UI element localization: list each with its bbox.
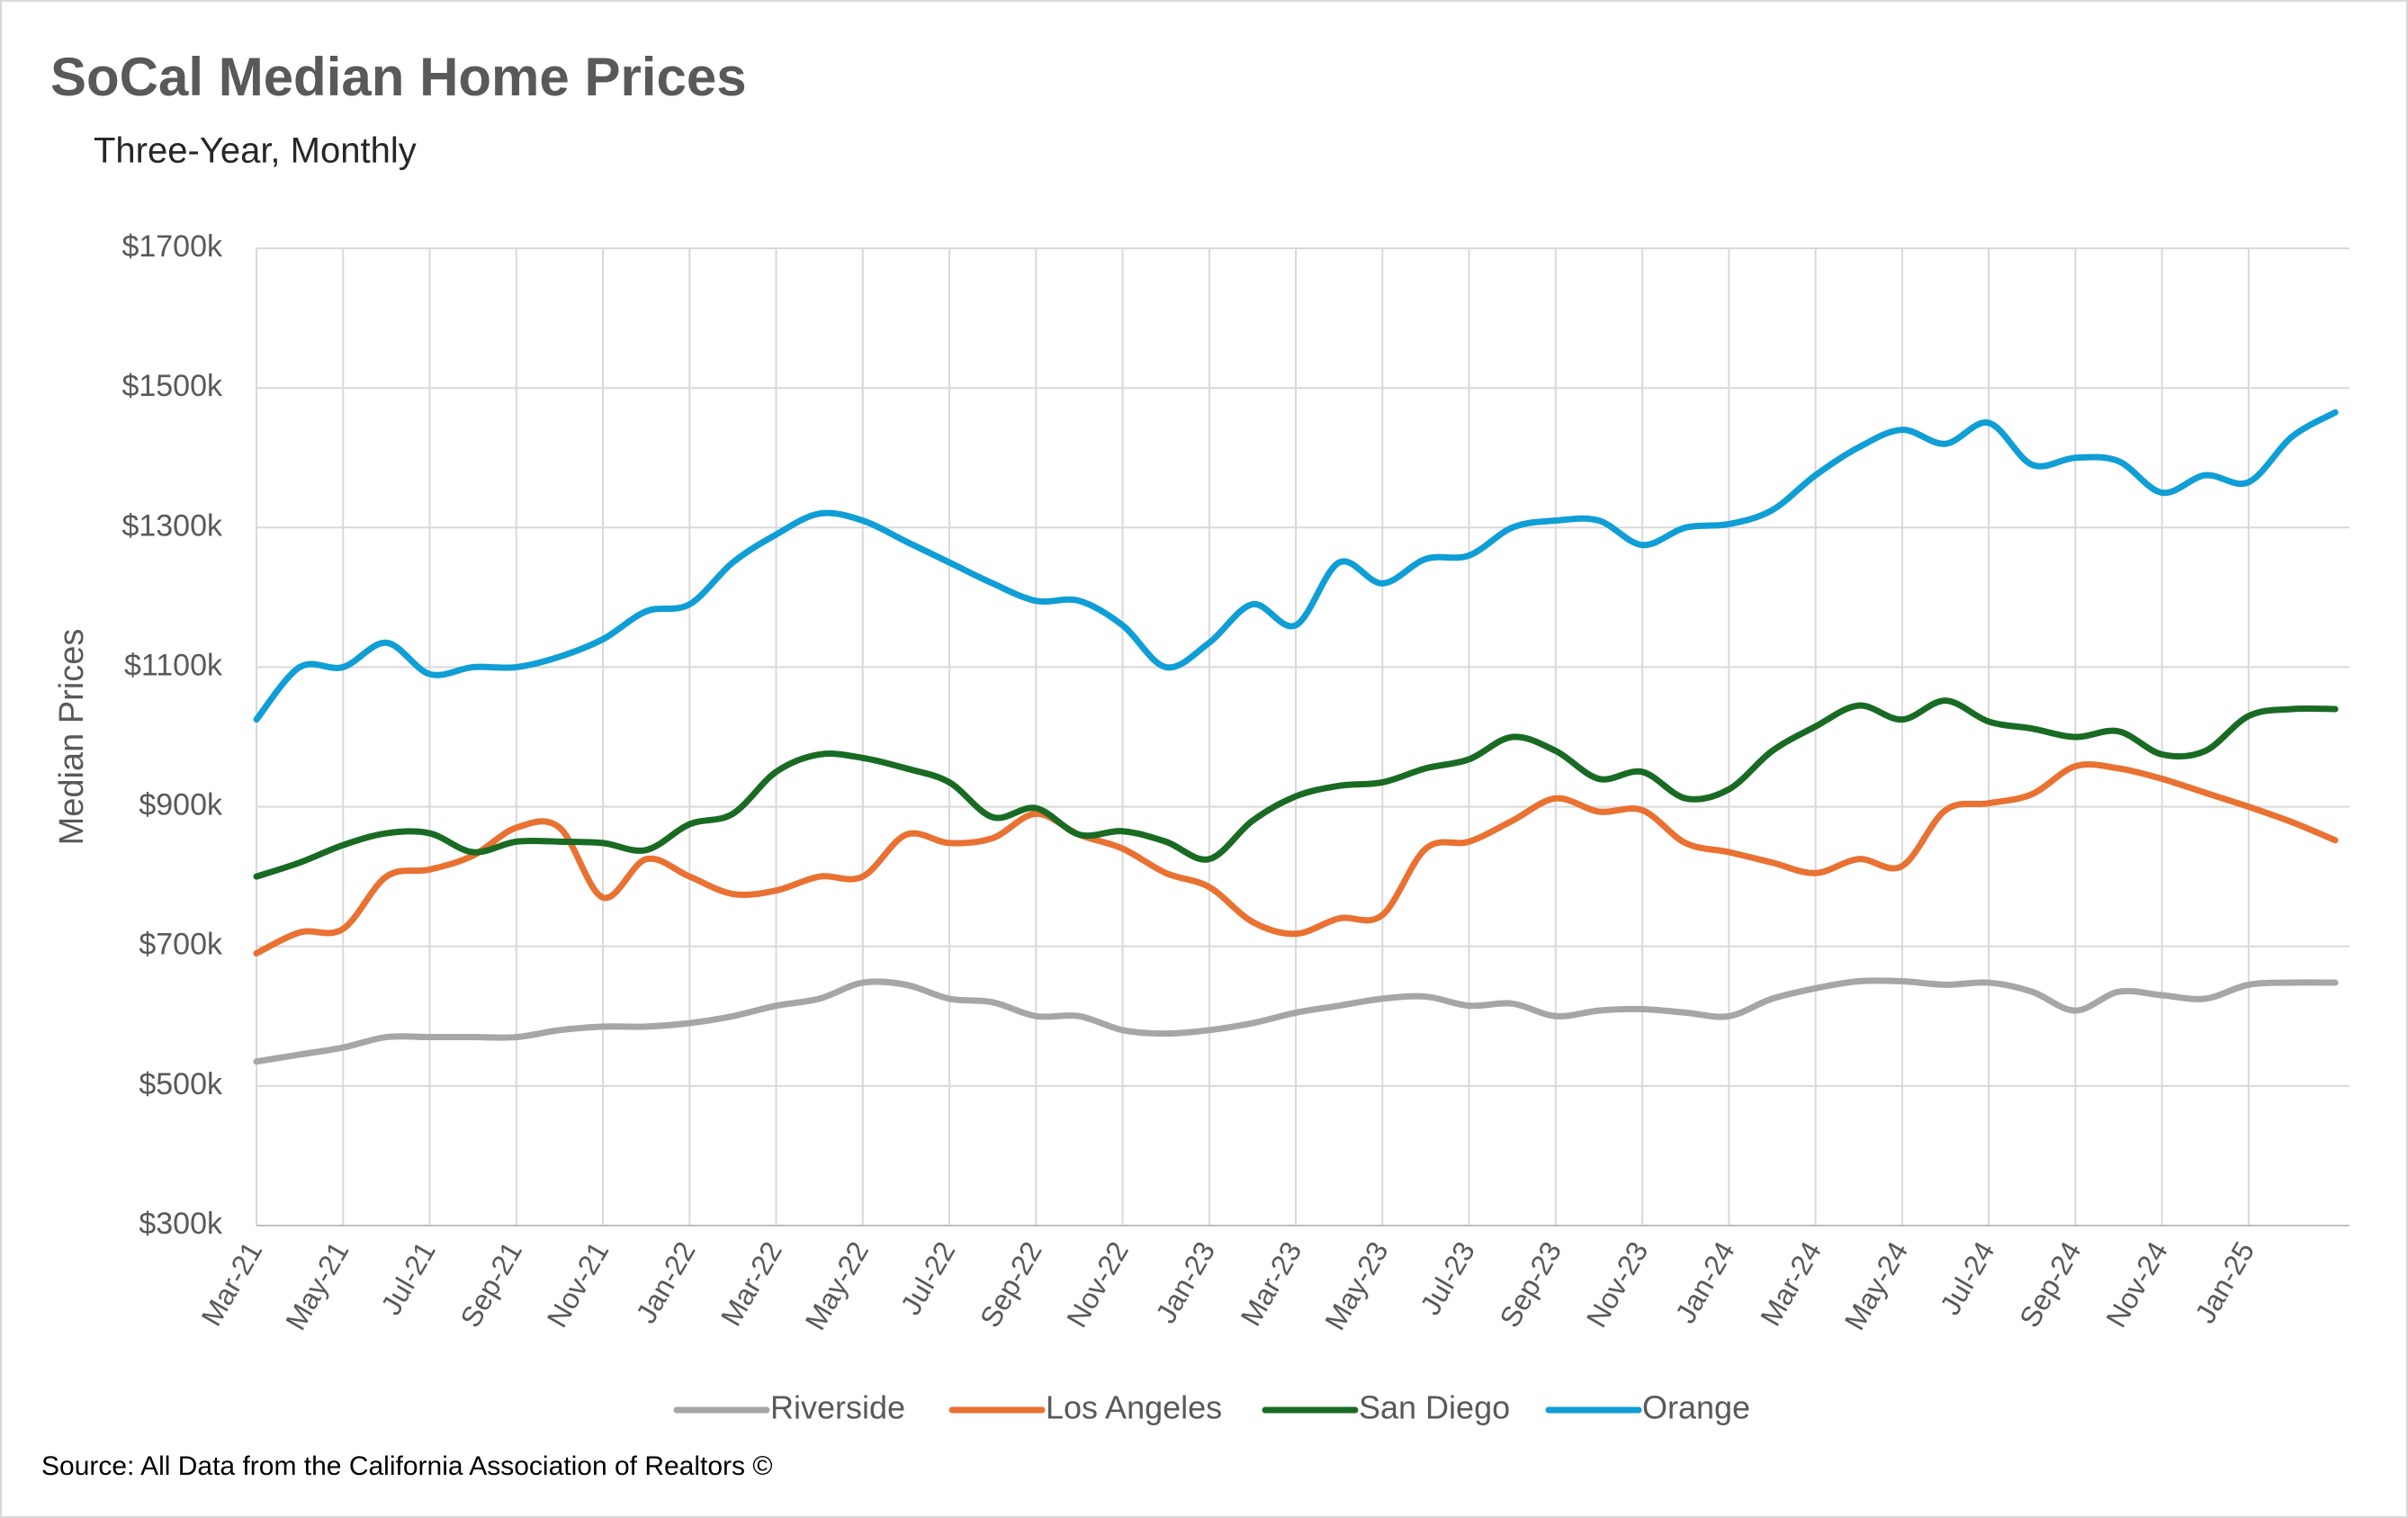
legend-label: Los Angeles [1046, 1389, 1222, 1426]
y-tick-label: $1700k [121, 229, 223, 264]
legend-label: San Diego [1359, 1389, 1510, 1426]
legend-label: Orange [1642, 1389, 1750, 1426]
series-line [253, 977, 2339, 1065]
y-tick-label: $1300k [121, 508, 223, 543]
series-line [253, 697, 2339, 880]
y-tick-label: $700k [139, 928, 223, 962]
chart-title: SoCal Median Home Prices [50, 47, 747, 107]
y-tick-label: $500k [139, 1067, 223, 1101]
y-tick-label: $1500k [121, 369, 223, 403]
y-tick-label: $300k [139, 1207, 223, 1241]
chart-subtitle: Three-Year, Monthly [94, 131, 417, 171]
series-line [253, 761, 2339, 957]
series-line [253, 409, 2339, 723]
y-axis-label: Median Prices [53, 629, 91, 846]
y-tick-label: $1100k [124, 648, 223, 682]
source-note: Source: All Data from the California Ass… [41, 1451, 772, 1481]
legend-label: Riverside [770, 1389, 905, 1426]
y-tick-label: $900k [139, 788, 223, 822]
